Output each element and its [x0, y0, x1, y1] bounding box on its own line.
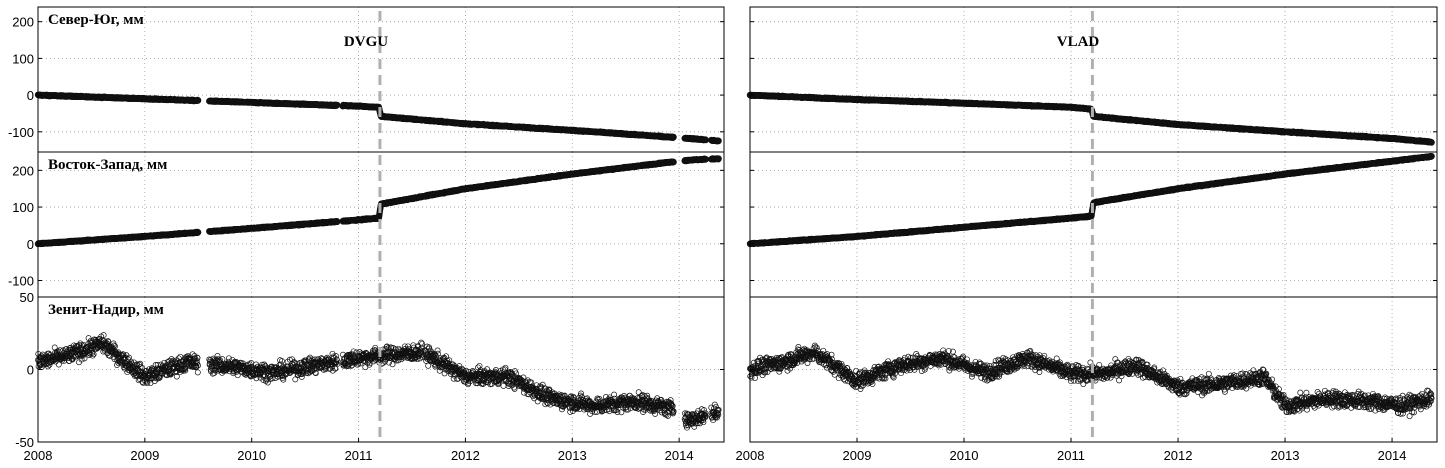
- panel-ylabel: Восток-Запад, мм: [48, 157, 167, 173]
- data-point: [194, 229, 202, 236]
- station-dvgu: 200 100 0 -100 Север-Юг, мм 200 100 0 -100 Восток…: [8, 6, 725, 463]
- y-tick-label: -100: [8, 273, 34, 288]
- y-tick-label: 0: [27, 88, 34, 103]
- data-point: [715, 137, 722, 145]
- data-point: [334, 101, 341, 109]
- data-points-up: [35, 332, 722, 431]
- y-tick-label: 0: [27, 237, 34, 252]
- data-point: [670, 133, 677, 141]
- data-point: [194, 97, 202, 104]
- panel-ylabel: Север-Юг, мм: [48, 12, 144, 28]
- y-tick-label: -100: [8, 125, 34, 140]
- y-tick-label: 200: [12, 15, 34, 30]
- data-point: [715, 155, 722, 162]
- y-tick-label: 100: [12, 200, 34, 215]
- data-point: [670, 158, 677, 166]
- panel-ew-dvgu: 200 100 0 -100 Восток-Запад, мм: [8, 151, 725, 298]
- data-points-ns: [34, 91, 722, 145]
- y-tick-label: 200: [12, 163, 34, 178]
- data-point: [702, 136, 709, 144]
- panel-ns-dvgu: 200 100 0 -100 Север-Юг, мм: [8, 6, 725, 153]
- data-point: [334, 218, 341, 226]
- y-tick-label: 100: [12, 51, 34, 66]
- data-point: [702, 156, 709, 163]
